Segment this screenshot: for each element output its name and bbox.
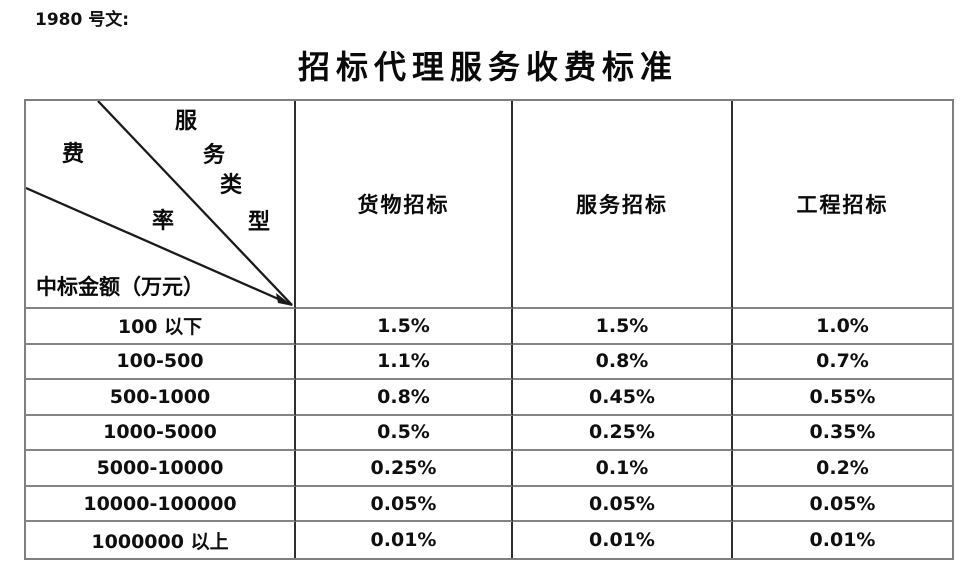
page-title: 招标代理服务收费标准 [297,48,678,86]
rate-cell: 0.7% [733,344,952,381]
rate-cell: 0.05% [733,486,952,523]
rate-cell: 0.2% [733,451,952,487]
fee-table: 服 务 类 型 费 率 中标金额（万元） 货物招标 服务招标 工程招标 100 … [24,99,954,560]
rate-cell: 0.35% [733,415,952,452]
arrowhead-icon [276,293,293,306]
amount-axis-label: 中标金额（万元） [36,274,204,299]
amount-range-cell: 5000-10000 [26,451,296,487]
rate-cell: 0.05% [513,486,733,523]
amount-range-cell: 1000000 以上 [26,522,296,558]
rate-cell: 0.01% [296,522,513,558]
diagonal-divider-lines [26,101,293,307]
fee-rate-axis-char: 费 [62,141,85,167]
rate-cell: 0.25% [513,415,733,452]
service-type-axis-char: 服 [175,108,198,134]
rate-cell: 0.25% [296,451,513,487]
service-type-axis-char: 型 [248,209,271,235]
amount-range-cell: 1000-5000 [26,415,296,452]
corner-header-cell: 服 务 类 型 费 率 中标金额（万元） [26,101,296,309]
amount-range-cell: 500-1000 [26,380,296,416]
rate-cell: 0.55% [733,380,952,416]
rate-cell: 1.5% [296,309,513,345]
amount-range-cell: 100 以下 [26,309,296,345]
fee-rate-axis-char: 率 [152,208,175,234]
column-header-goods: 货物招标 [296,101,513,309]
rate-cell: 1.5% [513,309,733,345]
rate-cell: 1.1% [296,344,513,381]
rate-cell: 0.1% [513,451,733,487]
rate-cell: 1.0% [733,309,952,345]
rate-cell: 0.01% [513,522,733,558]
amount-range-cell: 10000-100000 [26,486,296,523]
rate-cell: 0.05% [296,486,513,523]
column-header-works: 工程招标 [733,101,952,309]
service-type-axis-char: 务 [203,142,226,168]
amount-range-cell: 100-500 [26,344,296,381]
rate-cell: 0.8% [513,344,733,381]
doc-ref: 1980 号文: [35,10,130,30]
rate-cell: 0.45% [513,380,733,416]
rate-cell: 0.5% [296,415,513,452]
service-type-axis-char: 类 [220,172,243,198]
column-header-services: 服务招标 [513,101,733,309]
rate-cell: 0.8% [296,380,513,416]
rate-cell: 0.01% [733,522,952,558]
